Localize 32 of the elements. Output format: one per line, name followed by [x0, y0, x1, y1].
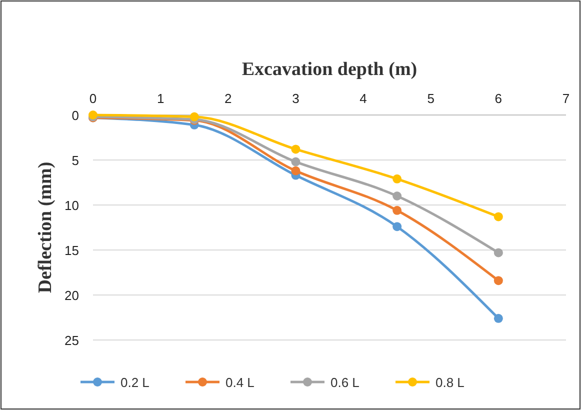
x-tick-label: 3 [292, 91, 300, 106]
y-tick-label: 20 [64, 288, 79, 303]
y-tick-label: 15 [64, 243, 79, 258]
point [494, 248, 503, 258]
x-axis-title: Excavation depth (m) [242, 59, 418, 80]
point [291, 144, 300, 154]
point [392, 192, 402, 200]
x-tick-label: 1 [156, 91, 164, 106]
point [494, 212, 503, 222]
y-axis-title: Deflection (mm) [35, 162, 56, 294]
point [494, 276, 503, 286]
legend-label: 0.6 L [330, 375, 360, 390]
point [291, 166, 300, 176]
legend-label: 0.4 L [226, 375, 254, 390]
x-tick-label: 2 [224, 91, 232, 106]
point [291, 157, 300, 166]
point [190, 112, 199, 122]
x-tick-label: 6 [494, 91, 502, 106]
y-tick-label: 25 [64, 333, 79, 348]
point [392, 206, 402, 215]
x-tick-label: 4 [360, 91, 367, 106]
y-tick-label: 5 [72, 153, 79, 168]
x-tick-label: 0 [89, 91, 97, 106]
legend-label: 0.2 L [120, 375, 150, 390]
x-tick-label: 7 [562, 91, 570, 106]
point [392, 222, 402, 232]
point [494, 314, 503, 323]
legend-label: 0.8 L [436, 375, 464, 390]
y-tick-label: 10 [64, 198, 79, 213]
x-tick-label: 5 [427, 91, 434, 106]
y-tick-label: 0 [72, 108, 79, 123]
point [392, 174, 402, 184]
